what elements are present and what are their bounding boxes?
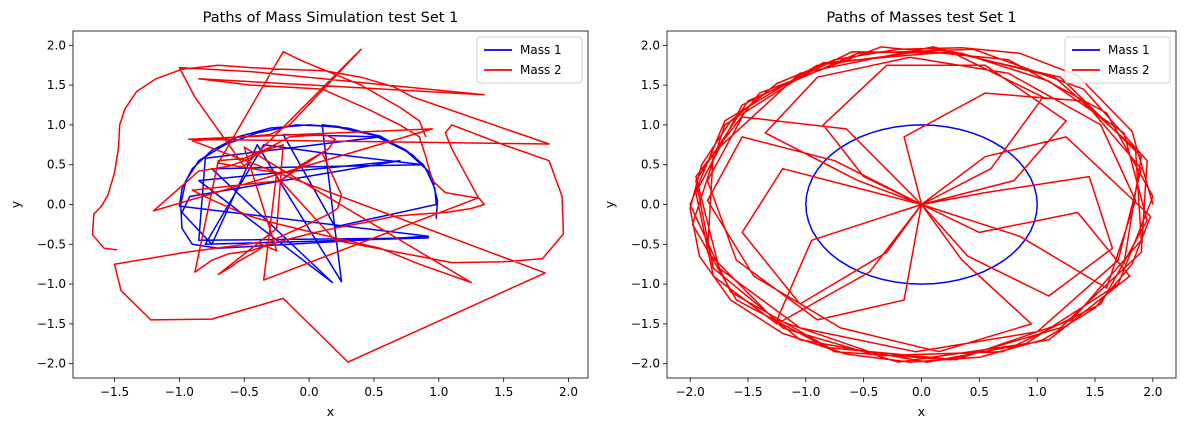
y-tick-label: 0.0 xyxy=(641,198,660,212)
x-tick-label: 0.0 xyxy=(300,385,319,399)
y-tick-label: 2.0 xyxy=(641,38,660,52)
chart-title: Paths of Masses test Set 1 xyxy=(826,10,1016,26)
series-line-mass-1 xyxy=(805,124,1038,285)
x-tick-label: −0.5 xyxy=(230,385,259,399)
x-axis-label: x xyxy=(918,404,925,419)
y-tick-label: 0.5 xyxy=(641,158,660,172)
legend-box xyxy=(1064,36,1171,84)
x-tick-label: −1.0 xyxy=(791,385,820,399)
y-tick-label: −1.5 xyxy=(631,317,660,331)
legend-label-mass-1: Mass 1 xyxy=(520,43,562,57)
x-tick-label: −0.5 xyxy=(849,385,878,399)
x-tick-label: −1.5 xyxy=(733,385,762,399)
y-tick-label: −0.5 xyxy=(37,237,66,251)
chart-right: −2.0 −1.5 −1.0 −0.5 0.0 0.5 1.0 1.5 2.0 −2.0 −1.5 −… xyxy=(602,10,1177,419)
y-tick-label: −2.0 xyxy=(631,357,660,371)
y-tick-label: −0.5 xyxy=(631,237,660,251)
chart-left: −1.5 −1.0 −0.5 0.0 0.5 1.0 1.5 2.0 −2.0 −1.5 −1.0 −… xyxy=(8,10,589,419)
x-tick-label: 1.5 xyxy=(494,385,513,399)
y-tick-label: 1.0 xyxy=(47,118,66,132)
y-tick-label: 0.5 xyxy=(47,158,66,172)
x-tick-label: 2.0 xyxy=(1143,385,1162,399)
plot-area xyxy=(91,48,565,363)
y-axis-label: y xyxy=(8,200,23,208)
legend: Mass 1 Mass 2 xyxy=(476,36,583,84)
y-tick-label: −1.0 xyxy=(37,277,66,291)
y-tick-label: −1.5 xyxy=(37,317,66,331)
x-tick-label: 0.5 xyxy=(364,385,383,399)
y-tick-label: 0.0 xyxy=(47,198,66,212)
legend-label-mass-2: Mass 2 xyxy=(520,63,562,77)
y-tick-label: 2.0 xyxy=(47,38,66,52)
legend-label-mass-1: Mass 1 xyxy=(1108,43,1150,57)
y-axis-label: y xyxy=(602,200,617,208)
chart-title: Paths of Mass Simulation test Set 1 xyxy=(203,10,459,26)
x-tick-label: 1.5 xyxy=(1085,385,1104,399)
x-tick-label: 0.0 xyxy=(912,385,931,399)
series-line-mass-2 xyxy=(689,46,1154,363)
plot-area xyxy=(689,46,1154,363)
y-tick-label: 1.5 xyxy=(47,78,66,92)
y-tick-label: 1.5 xyxy=(641,78,660,92)
x-axis-label: x xyxy=(327,404,334,419)
x-tick-label: −1.5 xyxy=(100,385,129,399)
y-tick-label: 1.0 xyxy=(641,118,660,132)
y-tick-label: −1.0 xyxy=(631,277,660,291)
x-tick-label: 2.0 xyxy=(559,385,578,399)
x-tick-label: −2.0 xyxy=(676,385,705,399)
x-tick-label: 1.0 xyxy=(1028,385,1047,399)
legend-box xyxy=(476,36,583,84)
series-line-mass-2 xyxy=(91,48,565,363)
x-tick-label: −1.0 xyxy=(165,385,194,399)
x-tick-label: 1.0 xyxy=(429,385,448,399)
legend-label-mass-2: Mass 2 xyxy=(1108,63,1150,77)
legend: Mass 1 Mass 2 xyxy=(1064,36,1171,84)
y-tick-label: −2.0 xyxy=(37,357,66,371)
x-tick-label: 0.5 xyxy=(970,385,989,399)
